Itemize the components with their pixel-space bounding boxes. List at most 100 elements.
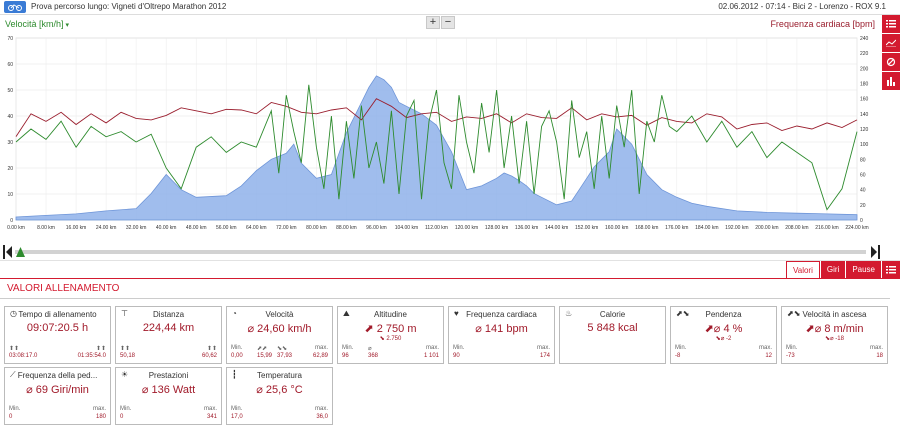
training-chart[interactable]: 0 10 20 30 40 50 60 70 0 20 40 60 80 100 120 140 160 180 2… xyxy=(0,30,882,244)
right-axis-title[interactable]: Frequenza cardiaca [bpm] xyxy=(770,19,875,29)
card-footer: Min. 90 max. 174 xyxy=(453,345,550,361)
x-axis-tick: 120.00 km xyxy=(455,225,478,231)
x-axis-tick: 80.00 km xyxy=(306,225,327,231)
footer-value: 341 xyxy=(206,414,217,420)
heart-rate-line xyxy=(15,98,858,137)
chart-header: Velocità [km/h] ▾ Frequenza cardiaca [bpm… xyxy=(0,16,880,32)
footer-value: 12 xyxy=(765,353,772,359)
scroll-left-icon[interactable] xyxy=(3,245,13,259)
left-axis-tick: 0 xyxy=(10,218,13,224)
activity-meta: 02.06.2012 - 07:14 - Bici 2 - Lorenzo - … xyxy=(718,2,886,11)
footer-label: max. xyxy=(203,406,217,412)
footer-value: 01:35:54.0 xyxy=(77,353,106,359)
x-axis-tick: 72.00 km xyxy=(276,225,297,231)
x-axis-tick: 48.00 km xyxy=(186,225,207,231)
card-title: Calorie xyxy=(599,310,626,319)
footer-value: 36,0 xyxy=(316,414,328,420)
x-axis-tick: 184.00 km xyxy=(695,225,718,231)
tab-giri[interactable]: Giri xyxy=(820,261,846,278)
no-symbol-icon[interactable] xyxy=(882,53,900,71)
scroll-right-icon[interactable] xyxy=(870,245,880,259)
section-rule xyxy=(0,298,890,299)
tab-valori[interactable]: Valori xyxy=(786,261,820,278)
value-card[interactable]: ☀ Prestazioni ⌀ 136 Watt Min. 0 max. 341 xyxy=(115,367,222,425)
power-icon: ☀ xyxy=(121,370,129,379)
left-axis-tick: 60 xyxy=(7,62,13,68)
stopwatch-icon: ◷ xyxy=(10,309,17,318)
value-card[interactable]: ⟋ Frequenza della ped... ⌀ 69 Giri/min Min.… xyxy=(4,367,111,425)
footer-label: Min. xyxy=(342,345,354,351)
card-footer: Min. -73 max. 18 xyxy=(786,345,883,361)
value-card[interactable]: ┇ Temperatura ⌀ 25,6 °C Min. 17,0 max. 36,0 xyxy=(226,367,333,425)
footer-label: Min. xyxy=(231,406,243,412)
left-axis-selector[interactable]: Velocità [km/h] ▾ xyxy=(5,19,69,29)
footer-value: 90 xyxy=(453,353,460,359)
footer-label: Min. xyxy=(231,345,243,351)
card-title: Tempo di allenamento xyxy=(18,310,97,319)
x-axis-tick: 160.00 km xyxy=(605,225,628,231)
left-axis-tick: 20 xyxy=(7,166,13,172)
x-axis-tick: 208.00 km xyxy=(785,225,808,231)
left-axis-tick: 70 xyxy=(7,36,13,42)
footer-value: 0,00 xyxy=(231,353,243,359)
card-title: Velocità in ascesa xyxy=(802,310,867,319)
footer-value: 0 xyxy=(9,414,13,420)
tab-pause[interactable]: Pause xyxy=(846,261,881,278)
x-axis-tick: 128.00 km xyxy=(485,225,508,231)
altitude-area xyxy=(15,75,858,221)
cadence-icon: ⟋ xyxy=(10,370,16,379)
value-card[interactable]: ◔ Velocità ⌀ 24,60 km/h Min. 0,00 ⬈⬈ 15,99 ⬊⬊ 37… xyxy=(226,306,333,364)
x-axis-tick: 8.00 km xyxy=(37,225,55,231)
right-axis-tick: 40 xyxy=(860,188,866,194)
value-card[interactable]: ♨ Calorie 5 848 kcal xyxy=(559,306,666,364)
value-card[interactable]: ⊤ Distanza 224,44 km ⬆⬆ 50,18 ⬆⬆ 60,62 xyxy=(115,306,222,364)
list-icon[interactable] xyxy=(882,15,900,33)
x-axis-tick: 176.00 km xyxy=(665,225,688,231)
footer-label: ⬊⬊ xyxy=(277,346,288,352)
x-axis-tick: 144.00 km xyxy=(545,225,568,231)
x-axis-tick: 64.00 km xyxy=(246,225,267,231)
divider xyxy=(0,260,900,261)
zoom-in-button[interactable]: + xyxy=(426,16,440,29)
x-axis-tick: 40.00 km xyxy=(156,225,177,231)
x-axis-tick: 152.00 km xyxy=(575,225,598,231)
card-footer: Min. 0,00 ⬈⬈ 15,99 ⬊⬊ 37,93 max. 62,89 xyxy=(231,345,328,361)
value-card[interactable]: ⬈⬊ Pendenza ⬈⌀ 4 % ⬊⌀ -2 Min. -8 max. 12 xyxy=(670,306,777,364)
footer-label: max. xyxy=(314,345,328,351)
x-axis-tick: 136.00 km xyxy=(515,225,538,231)
x-axis-tick: 224.00 km xyxy=(845,225,868,231)
left-axis-tick: 40 xyxy=(7,114,13,120)
scroll-track[interactable] xyxy=(15,250,866,254)
calorie-icon: ♨ xyxy=(565,309,573,318)
chart-range-scrollbar[interactable] xyxy=(0,244,884,260)
scroll-handle[interactable] xyxy=(16,247,25,257)
footer-label: max. xyxy=(92,406,106,412)
footer-value: 37,93 xyxy=(277,353,293,359)
card-title: Frequenza della ped... xyxy=(17,371,98,380)
line-chart-icon[interactable] xyxy=(882,34,900,52)
right-axis-tick: 0 xyxy=(860,218,863,224)
left-axis-title: Velocità [km/h] xyxy=(5,19,64,29)
climb-rate-icon: ⬈⬊ xyxy=(787,309,801,318)
list-icon[interactable] xyxy=(882,261,900,278)
section-title: VALORI ALLENAMENTO xyxy=(7,283,120,294)
card-footer: Min. 17,0 max. 36,0 xyxy=(231,406,328,422)
value-card[interactable]: ◷ Tempo di allenamento 09:07:20.5 h ⬆⬆ 03:08… xyxy=(4,306,111,364)
thermometer-icon: ┇ xyxy=(232,370,237,379)
footer-value: 174 xyxy=(539,353,550,359)
footer-label: max. xyxy=(869,345,883,351)
bar-chart-icon[interactable] xyxy=(882,72,900,90)
footer-label: ⬈⬈ xyxy=(257,346,268,352)
card-subvalue: ⬊⌀ -2 xyxy=(715,336,732,342)
value-card[interactable]: ⬈⬊ Velocità in ascesa ⬈⌀ 8 m/min ⬊⌀ -18 Min.… xyxy=(781,306,888,364)
footer-label: Min. xyxy=(675,345,687,351)
zoom-out-button[interactable]: − xyxy=(441,16,455,29)
footer-label: max. xyxy=(536,345,550,351)
footer-value: -8 xyxy=(675,353,681,359)
value-card[interactable]: ⛰ Altitudine ⬈ 2 750 m ⬊ 2.750 Min. 96 ⌀ 368 max… xyxy=(337,306,444,364)
slope-icon: ⬈⬊ xyxy=(676,309,690,318)
footer-label: max. xyxy=(425,345,439,351)
footer-label: Min. xyxy=(453,345,465,351)
card-footer: Min. 96 ⌀ 368 max. 1 101 xyxy=(342,345,439,361)
value-card[interactable]: ♥ Frequenza cardiaca ⌀ 141 bpm Min. 90 max. 17… xyxy=(448,306,555,364)
